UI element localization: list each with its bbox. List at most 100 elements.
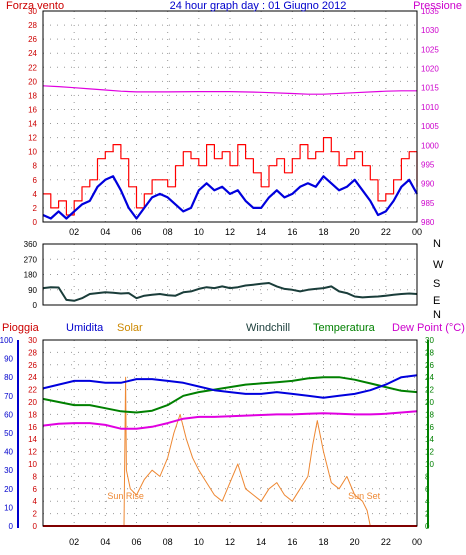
x-tick-label: 10	[194, 537, 204, 547]
right-temperature-tick-label: 20	[425, 398, 434, 407]
humidity-tick-label: 80	[4, 373, 13, 382]
right-temperature-tick-label: 16	[425, 423, 434, 432]
temperature-line	[42, 376, 418, 414]
dew-point-line	[42, 410, 418, 430]
panel-frame	[42, 339, 418, 527]
temperature-tick-label: 12	[28, 448, 37, 457]
x-tick-label: 02	[69, 537, 79, 547]
right-tick-label: 1010	[421, 103, 439, 112]
x-tick-label: 12	[225, 227, 235, 237]
x-tick-label: 22	[381, 227, 391, 237]
temperature-tick-label: 22	[28, 386, 37, 395]
humidity-tick-label: 10	[4, 503, 13, 512]
humidity-tick-label: 70	[4, 392, 13, 401]
direction-tick-label: 0	[33, 301, 38, 310]
right-tick-label: 1035	[421, 7, 439, 16]
x-tick-label: 12	[225, 537, 235, 547]
temperature-humidity-panel: 0102030405060708090100024681012141618202…	[0, 322, 465, 547]
chart-title: 24 hour graph day : 01 Giugno 2012	[170, 0, 347, 12]
right-temperature-tick-label: 28	[425, 348, 434, 357]
left-tick-label: 12	[28, 134, 37, 143]
humidity-tick-label: 20	[4, 485, 13, 494]
left-tick-label: 24	[28, 49, 37, 58]
panel-frame	[42, 10, 418, 223]
x-tick-label: 04	[100, 537, 110, 547]
right-tick-label: 980	[421, 218, 435, 227]
right-temperature-tick-label: 26	[425, 361, 434, 370]
x-tick-label: 18	[318, 227, 328, 237]
right-temperature-tick-label: 18	[425, 410, 434, 419]
right-temperature-tick-label: 14	[425, 435, 434, 444]
x-tick-label: 22	[381, 537, 391, 547]
x-tick-label: 00	[412, 227, 422, 237]
humidity-tick-label: 0	[9, 522, 14, 531]
left-tick-label: 0	[33, 218, 38, 227]
x-tick-label: 06	[131, 537, 141, 547]
x-tick-label: 08	[163, 537, 173, 547]
pressure-line	[42, 85, 417, 95]
compass-label: S	[433, 278, 440, 290]
humidity-tick-label: 90	[4, 355, 13, 364]
temperature-tick-label: 14	[28, 435, 37, 444]
legend-label: Pioggia	[2, 322, 40, 334]
legend-label: Temperatura	[313, 322, 376, 334]
direction-tick-label: 360	[24, 240, 38, 249]
temperature-tick-label: 24	[28, 373, 37, 382]
humidity-tick-label: 30	[4, 466, 13, 475]
left-tick-label: 6	[33, 176, 38, 185]
temperature-tick-label: 28	[28, 348, 37, 357]
right-tick-label: 995	[421, 160, 435, 169]
humidity-line	[42, 374, 418, 399]
left-axis-title: Forza vento	[6, 0, 64, 12]
right-temperature-tick-label: 30	[425, 336, 434, 345]
right-temperature-tick-label: 10	[425, 460, 434, 469]
right-tick-label: 1015	[421, 84, 439, 93]
temperature-tick-label: 10	[28, 460, 37, 469]
legend-label: Umidita	[66, 322, 104, 334]
solar-line	[43, 376, 417, 527]
sunrise-annotation: Sun Rise	[107, 491, 144, 501]
temperature-tick-label: 2	[33, 510, 38, 519]
left-tick-label: 4	[33, 190, 38, 199]
wind-pressure-panel: 0246810121416182022242628309809859909951…	[6, 0, 462, 237]
humidity-tick-label: 50	[4, 429, 13, 438]
direction-tick-label: 90	[28, 286, 37, 295]
left-tick-label: 16	[28, 105, 37, 114]
temperature-tick-label: 4	[33, 497, 38, 506]
right-tick-label: 990	[421, 180, 435, 189]
compass-label: N	[433, 309, 441, 321]
x-tick-label: 16	[287, 537, 297, 547]
right-tick-label: 1005	[421, 122, 439, 131]
compass-label: N	[433, 238, 441, 250]
left-tick-label: 18	[28, 91, 37, 100]
right-tick-label: 1025	[421, 45, 439, 54]
temperature-tick-label: 6	[33, 485, 38, 494]
left-tick-label: 8	[33, 162, 38, 171]
x-tick-label: 14	[256, 227, 266, 237]
temperature-tick-label: 18	[28, 410, 37, 419]
panel-frame	[42, 243, 418, 306]
temperature-tick-label: 8	[33, 472, 38, 481]
sunset-annotation: Sun Set	[348, 491, 381, 501]
right-tick-label: 985	[421, 199, 435, 208]
temperature-tick-label: 16	[28, 423, 37, 432]
left-tick-label: 20	[28, 77, 37, 86]
left-tick-label: 22	[28, 63, 37, 72]
x-tick-label: 16	[287, 227, 297, 237]
x-tick-label: 00	[412, 537, 422, 547]
x-tick-label: 02	[69, 227, 79, 237]
wind-speed-line	[42, 175, 418, 220]
right-temperature-tick-label: 24	[425, 373, 434, 382]
right-temperature-tick-label: 12	[425, 448, 434, 457]
humidity-tick-label: 100	[0, 336, 14, 345]
right-tick-label: 1020	[421, 65, 439, 74]
left-tick-label: 26	[28, 35, 37, 44]
compass-label: W	[433, 259, 444, 271]
x-tick-label: 04	[100, 227, 110, 237]
left-tick-label: 28	[28, 21, 37, 30]
direction-tick-label: 270	[24, 255, 38, 264]
direction-tick-label: 180	[24, 271, 38, 280]
